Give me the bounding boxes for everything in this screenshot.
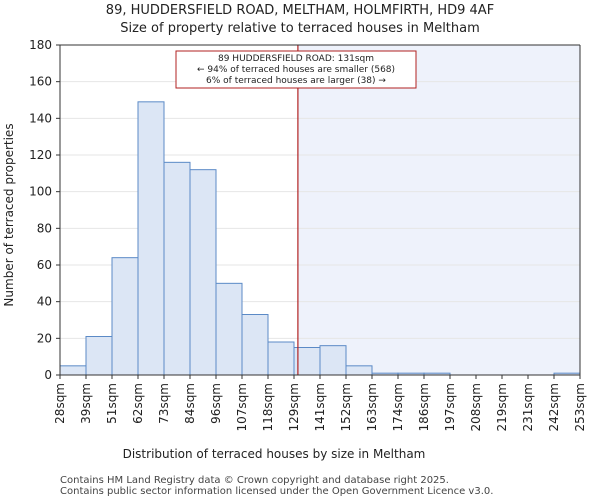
bar-28sqm <box>59 365 87 376</box>
x-tick-label-118sqm: 118sqm <box>261 383 275 431</box>
y-axis-label: Number of terraced properties <box>2 123 16 306</box>
x-tick-label-62sqm: 62sqm <box>131 383 145 424</box>
x-ticks: 28sqm 39sqm 51sqm 62sqm 73sqm 84sqm 96sqm 107sq… <box>53 375 587 431</box>
y-tick-label-120: 120 <box>29 148 52 162</box>
x-tick-label-84sqm: 84sqm <box>183 383 197 424</box>
x-tick-label-129sqm: 129sqm <box>287 383 301 431</box>
bar-39sqm <box>85 336 113 376</box>
x-tick-label-28sqm: 28sqm <box>53 383 67 424</box>
x-tick-label-231sqm: 231sqm <box>521 383 535 431</box>
bar-73sqm <box>163 161 191 376</box>
x-tick-label-197sqm: 197sqm <box>443 383 457 431</box>
larger-region-shade <box>297 45 580 375</box>
annotation-line2: ← 94% of terraced houses are smaller (56… <box>197 65 395 75</box>
chart-title-line2: Size of property relative to terraced ho… <box>120 21 480 36</box>
bar-62sqm <box>137 101 165 376</box>
bar-84sqm <box>189 169 217 376</box>
bar-107sqm <box>241 314 269 376</box>
bar-141sqm <box>319 345 347 376</box>
x-tick-label-163sqm: 163sqm <box>365 383 379 431</box>
footer-line1: Contains HM Land Registry data © Crown c… <box>60 475 449 486</box>
bar-118sqm <box>267 341 295 376</box>
x-tick-label-39sqm: 39sqm <box>79 383 93 424</box>
x-tick-label-208sqm: 208sqm <box>469 383 483 431</box>
annotation-line1: 89 HUDDERSFIELD ROAD: 131sqm <box>218 54 374 64</box>
x-tick-label-96sqm: 96sqm <box>209 383 223 424</box>
footer-line2: Contains public sector information licen… <box>60 486 493 497</box>
y-tick-label-160: 160 <box>29 75 52 89</box>
chart-title-line1: 89, HUDDERSFIELD ROAD, MELTHAM, HOLMFIRT… <box>106 3 494 18</box>
y-tick-label-180: 180 <box>29 38 52 52</box>
annotation-line3: 6% of terraced houses are larger (38) → <box>206 76 386 86</box>
y-tick-label-20: 20 <box>37 331 52 345</box>
x-tick-label-174sqm: 174sqm <box>391 383 405 431</box>
x-axis-label: Distribution of terraced houses by size … <box>123 447 426 461</box>
bars <box>59 101 581 376</box>
x-tick-label-219sqm: 219sqm <box>495 383 509 431</box>
bar-51sqm <box>111 257 139 376</box>
x-tick-label-186sqm: 186sqm <box>417 383 431 431</box>
x-tick-label-152sqm: 152sqm <box>339 383 353 431</box>
y-tick-label-140: 140 <box>29 111 52 125</box>
y-tick-label-80: 80 <box>37 221 52 235</box>
y-tick-label-60: 60 <box>37 258 52 272</box>
bar-152sqm <box>345 365 373 376</box>
y-tick-label-0: 0 <box>44 368 52 382</box>
annotation-box: 89 HUDDERSFIELD ROAD: 131sqm ← 94% of te… <box>175 50 417 89</box>
x-tick-label-141sqm: 141sqm <box>313 383 327 431</box>
y-tick-label-100: 100 <box>29 185 52 199</box>
x-tick-label-73sqm: 73sqm <box>157 383 171 424</box>
x-tick-label-253sqm: 253sqm <box>573 383 587 431</box>
bar-96sqm <box>215 282 243 376</box>
y-ticks: 0 20 40 60 80 100 120 140 160 180 <box>29 38 60 382</box>
y-tick-label-40: 40 <box>37 295 52 309</box>
x-tick-label-51sqm: 51sqm <box>105 383 119 424</box>
x-tick-label-242sqm: 242sqm <box>547 383 561 431</box>
annotation-frame <box>175 50 417 89</box>
x-tick-label-107sqm: 107sqm <box>235 383 249 431</box>
